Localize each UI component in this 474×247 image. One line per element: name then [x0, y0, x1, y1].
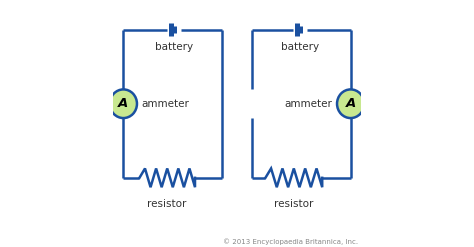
- Text: ammeter: ammeter: [285, 99, 333, 109]
- Text: ammeter: ammeter: [141, 99, 189, 109]
- Text: battery: battery: [155, 42, 193, 52]
- Text: © 2013 Encyclopaedia Britannica, Inc.: © 2013 Encyclopaedia Britannica, Inc.: [223, 238, 358, 245]
- Text: A: A: [346, 97, 356, 110]
- Text: A: A: [118, 97, 128, 110]
- Text: resistor: resistor: [274, 199, 313, 209]
- Ellipse shape: [110, 89, 137, 118]
- Text: resistor: resistor: [147, 199, 186, 209]
- Text: battery: battery: [281, 42, 319, 52]
- Ellipse shape: [337, 89, 364, 118]
